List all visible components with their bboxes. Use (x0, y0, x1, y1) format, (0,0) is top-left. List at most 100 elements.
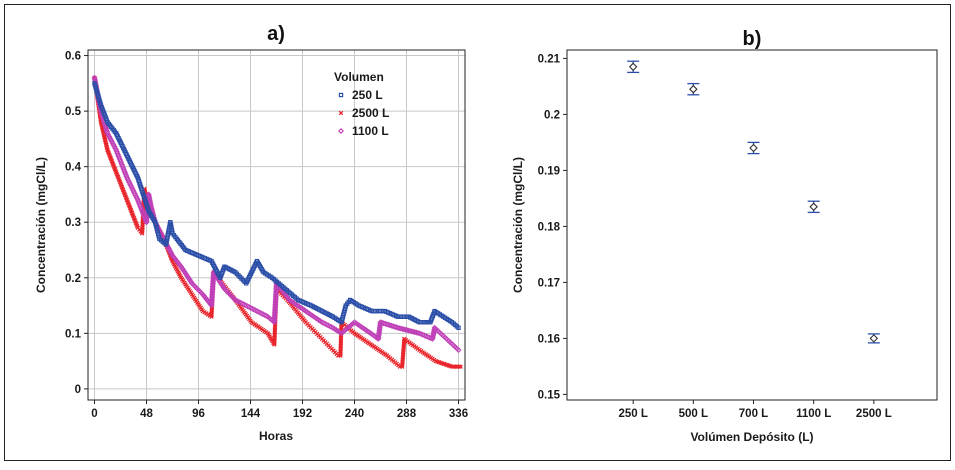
data-point (399, 325, 406, 332)
mean-marker (689, 84, 698, 94)
panel-b-ytick-label: 0.16 (538, 333, 560, 345)
panel-a-frame (87, 49, 466, 401)
data-point (343, 326, 350, 333)
data-point (405, 327, 412, 334)
panel-b-ytick-label: 0.2 (544, 109, 560, 121)
panel-b-ytick-label: 0.15 (538, 389, 561, 401)
legend-entry: 250 L (338, 88, 383, 102)
errorbar-point (807, 200, 820, 214)
errorbar-point (747, 141, 760, 155)
legend-entry: 1100 L (338, 124, 389, 138)
panel-b-xtick-label: 500 L (679, 408, 708, 420)
data-point (382, 320, 389, 327)
data-point (338, 330, 345, 337)
data-point (458, 364, 463, 369)
series-250-l (92, 81, 461, 330)
data-point (383, 321, 390, 328)
data-point (455, 347, 462, 353)
data-point (380, 320, 387, 327)
legend-marker (338, 92, 344, 98)
panel-b-frame (566, 49, 938, 401)
errorbar-point (687, 82, 700, 96)
mean-marker (809, 202, 818, 212)
panel-a-legend: Volumen 250 L 2500 L 1100 L (334, 70, 389, 138)
data-point (413, 329, 420, 336)
data-point (346, 323, 353, 330)
panel-b-ylabel: Concentración (mgCl/L) (511, 157, 525, 293)
data-point (402, 326, 409, 333)
data-point (404, 327, 411, 334)
panel-b-xticks: 250 L 500 L 700 L 1100 L 2500 L (618, 400, 892, 420)
data-point (407, 327, 414, 334)
data-point (394, 324, 401, 331)
panel-b-ytick-label: 0.17 (538, 277, 560, 289)
panel-b-ytick-label: 0.18 (538, 221, 561, 233)
panel-a-ytick-label: 0.3 (65, 217, 81, 229)
panel-b-xtick-label: 700 L (739, 408, 768, 420)
panel-a-yticks: 0 0.1 0.2 0.3 0.4 0.5 0.6 (65, 51, 88, 396)
mean-marker (869, 334, 879, 343)
panel-a-ytick-label: 0.2 (65, 273, 81, 285)
panel-a-xtick-label: 336 (449, 408, 468, 420)
legend-label: 250 L (352, 88, 383, 102)
legend-title: Volumen (334, 70, 384, 84)
panel-a-xtick-label: 288 (397, 408, 417, 420)
panel-a-series (91, 74, 463, 369)
panel-b-ytick-label: 0.21 (538, 53, 561, 65)
data-point (396, 325, 403, 332)
panel-b-xtick-label: 1100 L (796, 408, 831, 420)
panel-a-xtick-label: 96 (192, 408, 205, 420)
panel-a-xticks: 0 48 96 144 192 240 288 336 (91, 400, 468, 420)
panel-a-ytick-label: 0 (75, 384, 81, 396)
panel-a-xtick-label: 192 (293, 408, 312, 420)
data-point (397, 325, 404, 332)
data-point (377, 319, 384, 326)
panel-b-title: b) (743, 28, 762, 50)
panel-a-title: a) (267, 23, 285, 45)
panel-b-yticks: 0.15 0.16 0.17 0.18 0.19 0.2 0.21 (538, 53, 567, 401)
panel-a-ylabel: Concentración (mgCl/L) (34, 157, 48, 293)
data-point (391, 323, 398, 330)
panel-a-ytick-label: 0.4 (65, 162, 82, 174)
legend-marker (338, 128, 344, 134)
data-point (393, 324, 400, 331)
mean-marker (628, 62, 638, 72)
legend-marker (338, 110, 344, 116)
data-point (390, 323, 397, 330)
panel-a-xlabel: Horas (259, 429, 293, 443)
errorbar-point (627, 60, 640, 74)
panel-b-xlabel: Volúmen Depósito (L) (690, 430, 813, 444)
panel-a-xtick-label: 0 (91, 408, 97, 420)
panel-b-xtick-label: 2500 L (856, 408, 892, 420)
data-point (386, 322, 393, 329)
panel-a-ytick-label: 0.6 (65, 51, 81, 63)
data-point (340, 328, 347, 335)
panel-b: 250 L 500 L 700 L 1100 L 2500 L 0.15 0.16 0.17… (511, 28, 938, 444)
data-point (414, 329, 421, 336)
panel-b-series (627, 60, 880, 344)
panel-b-xtick-label: 250 L (618, 408, 647, 420)
errorbar-point (867, 333, 880, 344)
data-point (168, 250, 175, 257)
data-point (341, 327, 348, 334)
data-point (408, 328, 415, 335)
data-point (411, 329, 418, 336)
legend-entry: 2500 L (338, 106, 389, 120)
data-point (385, 321, 392, 328)
panel-a-ytick-label: 0.1 (65, 328, 82, 340)
data-point (410, 328, 417, 335)
panel-a-xtick-label: 144 (241, 408, 261, 420)
panel-a: 0 48 96 144 192 240 288 336 0 0.1 0.2 0.3 0.4 0.5 0.6… (34, 23, 468, 443)
data-point (345, 324, 351, 331)
data-point (348, 322, 355, 328)
data-point (456, 325, 461, 330)
data-point (379, 319, 386, 326)
panel-a-xtick-label: 48 (140, 408, 153, 420)
data-point (388, 322, 395, 329)
panel-a-xtick-label: 240 (345, 408, 364, 420)
panel-b-ytick-label: 0.19 (538, 165, 560, 177)
panel-a-ytick-label: 0.5 (65, 106, 82, 118)
data-point (401, 326, 408, 333)
